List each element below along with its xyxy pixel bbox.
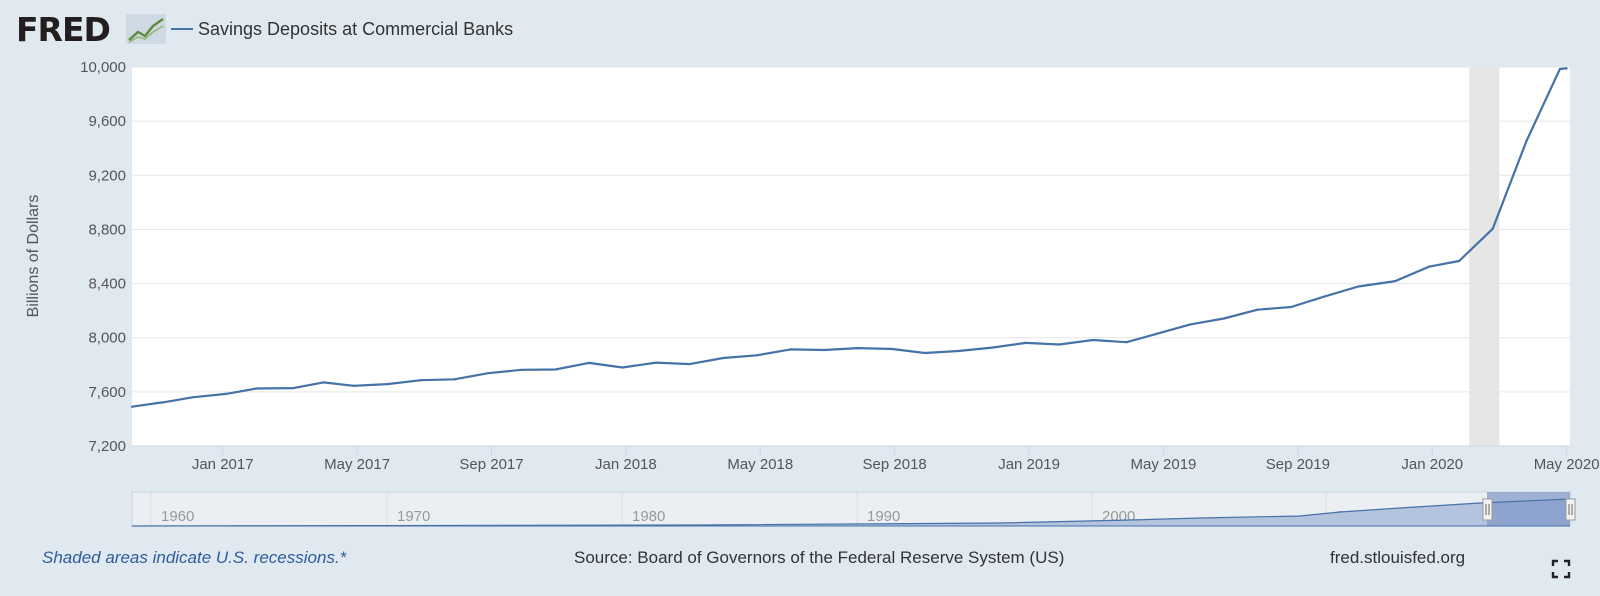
x-tick-label: Jan 2017	[192, 456, 254, 473]
data-point	[1558, 67, 1562, 71]
navigator-selection[interactable]	[1487, 492, 1570, 526]
data-point	[923, 351, 927, 355]
legend-line-swatch	[171, 28, 193, 30]
data-point	[520, 368, 523, 371]
data-point	[1525, 140, 1528, 143]
data-point	[957, 349, 960, 353]
data-point	[823, 348, 826, 352]
series-layer	[130, 67, 1568, 408]
data-point	[789, 348, 792, 351]
data-point	[587, 361, 591, 364]
navigator-area	[132, 499, 1570, 526]
data-point	[890, 347, 893, 351]
navigator-tick-label: 1980	[632, 508, 665, 525]
navigator-tick-label: 1970	[397, 508, 430, 525]
y-tick-label: 8,800	[88, 221, 126, 238]
data-point	[1222, 317, 1226, 320]
data-point	[688, 363, 691, 366]
x-tick-label: Jan 2018	[595, 456, 657, 473]
data-point	[224, 392, 228, 395]
navigator-handle-left[interactable]	[1482, 498, 1493, 521]
y-axis-title: Billions of Dollars	[25, 195, 42, 318]
data-point	[991, 346, 994, 349]
x-tick-label: Sep 2019	[1266, 456, 1330, 473]
data-point	[487, 372, 490, 375]
data-point	[419, 379, 423, 382]
data-point	[1256, 308, 1259, 311]
range-navigator[interactable]: 196019701980199020002010	[131, 491, 1576, 527]
data-point	[191, 396, 194, 399]
data-point	[554, 368, 557, 371]
data-point	[755, 354, 759, 357]
trend-chart-icon	[126, 14, 166, 44]
fred-logo[interactable]: FRED	[16, 10, 111, 49]
plot-background	[132, 67, 1570, 446]
grid-layer	[132, 66, 1570, 447]
data-point	[1427, 265, 1430, 268]
data-point	[1323, 295, 1326, 298]
x-axis: Jan 2017 May 2017 Sep 2017 Jan 2018 May 2018…	[132, 445, 1600, 473]
navigator-tick-label: 1990	[867, 508, 900, 525]
fullscreen-icon[interactable]	[1551, 559, 1571, 579]
navigator-series-line	[131, 498, 1571, 527]
y-tick-label: 10,000	[80, 59, 126, 76]
data-point	[1155, 332, 1158, 335]
x-tick-label: Sep 2018	[863, 456, 927, 473]
navigator-tick-label: 1960	[161, 508, 194, 525]
data-point	[1491, 227, 1494, 230]
y-tick-label: 8,400	[88, 276, 126, 293]
y-tick-label: 7,600	[88, 384, 126, 401]
x-tick-label: Jan 2019	[998, 456, 1060, 473]
x-tick-label: May 2018	[727, 456, 793, 473]
source-text: Source: Board of Governors of the Federa…	[574, 548, 1065, 567]
data-point	[856, 347, 859, 350]
data-point	[255, 387, 258, 390]
data-point	[292, 386, 295, 390]
data-point	[1290, 305, 1293, 309]
recession-note[interactable]: Shaded areas indicate U.S. recessions.*	[42, 548, 347, 567]
data-point	[655, 361, 658, 364]
y-tick-label: 9,200	[88, 167, 126, 184]
data-point	[161, 401, 164, 404]
data-point	[1565, 67, 1568, 70]
y-tick-label: 8,000	[88, 330, 126, 347]
data-point	[1091, 338, 1095, 342]
navigator-handle-right[interactable]	[1565, 498, 1576, 521]
x-tick-label: May 2017	[324, 456, 390, 473]
series-line	[131, 67, 1567, 408]
data-point	[130, 405, 134, 408]
recession-layer	[1469, 67, 1500, 446]
data-point	[1125, 341, 1128, 344]
site-link[interactable]: fred.stlouisfed.org	[1330, 548, 1466, 567]
data-point	[1024, 341, 1027, 344]
data-point	[322, 381, 325, 384]
chart-header: FRED Savings Deposits at Commercial Bank…	[14, 10, 714, 50]
data-point	[386, 383, 389, 386]
x-tick-label: Sep 2017	[459, 456, 523, 473]
data-point	[453, 378, 456, 381]
data-point	[621, 366, 624, 369]
data-point	[1357, 285, 1360, 288]
x-tick-label: May 2019	[1131, 456, 1197, 473]
recession-band	[1469, 67, 1500, 446]
data-point	[1058, 343, 1061, 346]
data-point	[352, 384, 355, 387]
data-point	[1458, 259, 1461, 263]
chart-area: 7,200 7,600 8,000 8,400 8,800 9,200 9,600 10,00…	[25, 59, 1600, 527]
y-tick-label: 7,200	[88, 438, 126, 455]
data-point	[722, 356, 725, 360]
x-tick-label: Jan 2020	[1401, 456, 1463, 473]
data-point	[1189, 323, 1192, 326]
y-tick-label: 9,600	[88, 113, 126, 130]
legend-series-label[interactable]: Savings Deposits at Commercial Banks	[198, 19, 514, 39]
x-tick-label: May 2020	[1534, 456, 1600, 473]
y-axis: 7,200 7,600 8,000 8,400 8,800 9,200 9,600 10,00…	[80, 59, 126, 455]
data-point	[1394, 280, 1397, 283]
